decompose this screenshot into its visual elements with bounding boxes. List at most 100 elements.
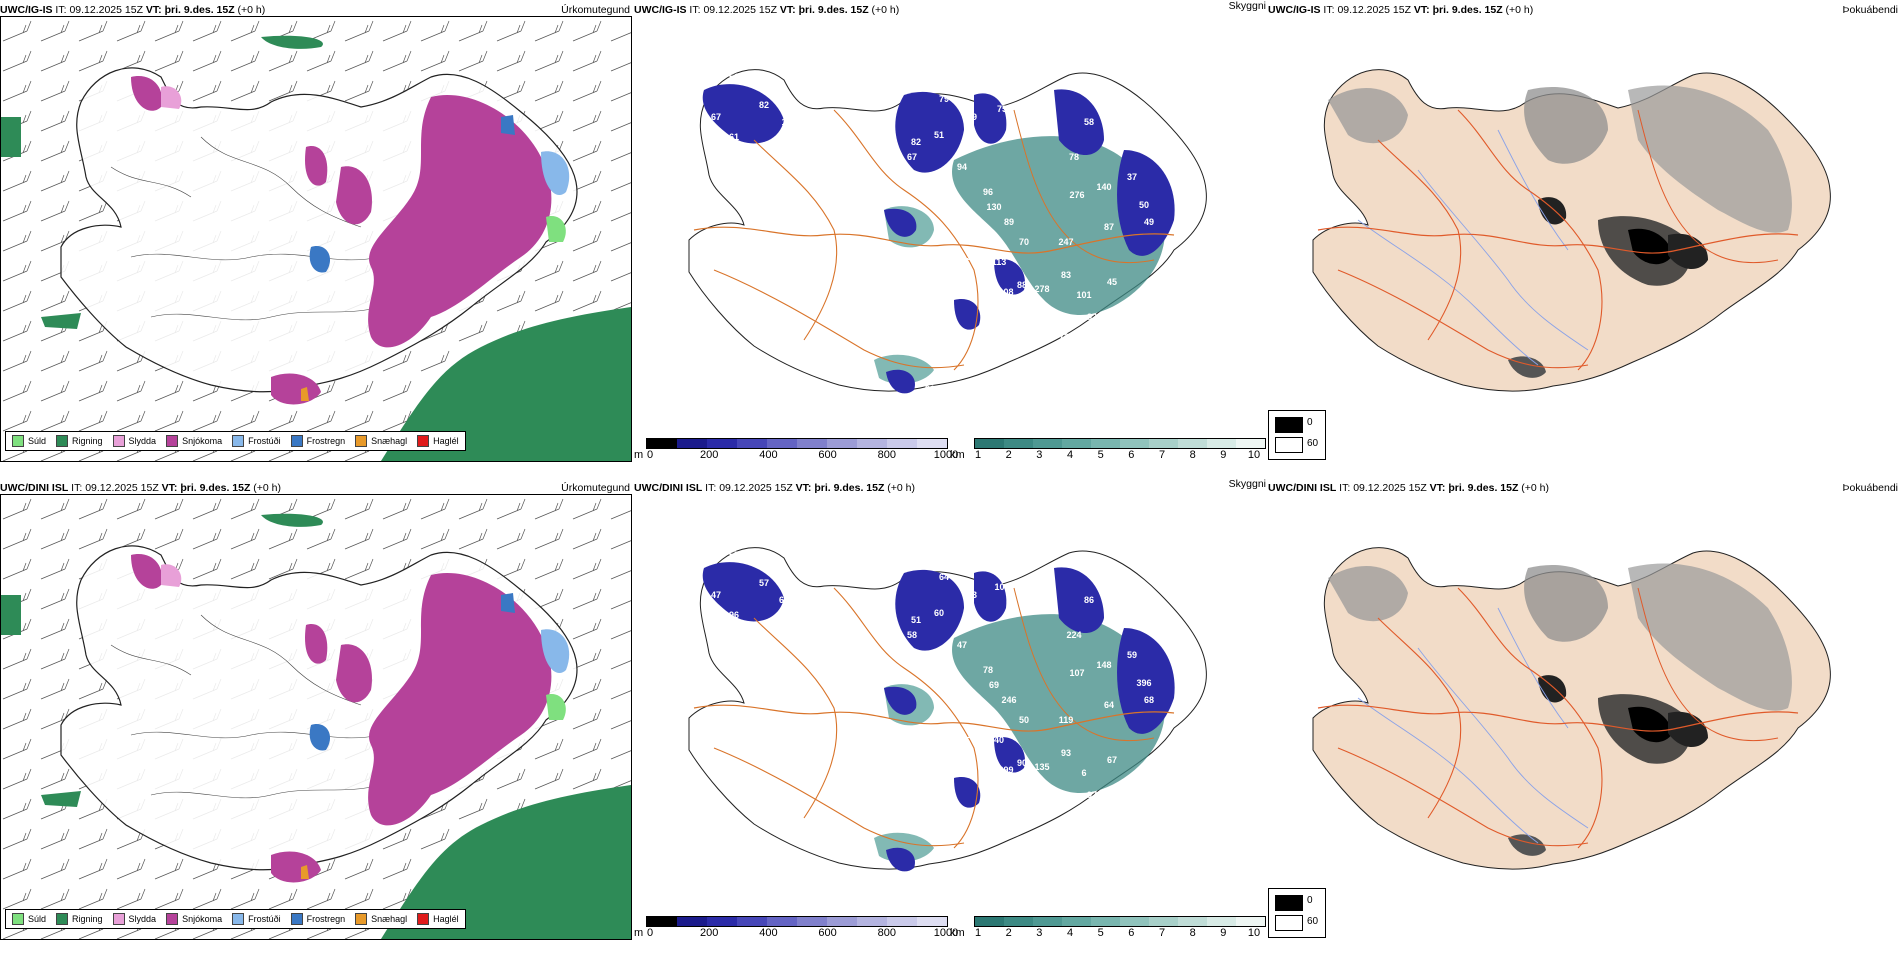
visibility-value-label: 51 — [1099, 312, 1109, 322]
visibility-title: Skyggni — [1228, 0, 1266, 12]
precip-legend-label: Súld — [28, 914, 47, 924]
precip-svg — [1, 495, 631, 939]
visibility-value-label: 38 — [1121, 140, 1131, 150]
visibility-value-label: 64 — [1104, 700, 1114, 710]
visibility-value-label: 90 — [1017, 758, 1027, 768]
precip-legend-label: Snjókoma — [182, 436, 223, 446]
visibility-value-label: 78 — [983, 665, 993, 675]
model-name: UWC/IG-IS — [634, 4, 687, 16]
visibility-value-label: 43 — [935, 412, 945, 422]
precip-legend-label: Slydda — [128, 914, 157, 924]
visibility-value-label: 82 — [1087, 312, 1097, 322]
elevation-color-step — [797, 917, 827, 926]
visibility-value-label: 69 — [989, 680, 999, 690]
elevation-colorbar-swatches — [646, 916, 948, 927]
visibility-value-label: 79 — [939, 94, 949, 104]
precip-legend-item: Frostúði — [232, 913, 281, 925]
visibility-labels: 55 47 57 68 96 64 51 60 73 104 106 86 58 60 47 78 224 98 6… — [711, 550, 1154, 800]
visibility-tick-label: 2 — [1005, 927, 1012, 939]
precip-legend-swatch — [12, 435, 24, 447]
precip-legend-swatch — [232, 435, 245, 447]
visibility-value-label: 67 — [711, 112, 721, 122]
fog-legend-high-swatch — [1275, 895, 1303, 911]
model-name: UWC/IG-IS — [0, 4, 53, 16]
visibility-value-label: 106 — [1036, 582, 1051, 592]
visibility-value-label: 51 — [911, 615, 921, 625]
visibility-value-label: 67 — [1107, 755, 1117, 765]
visibility-value-label: 122 — [1021, 327, 1036, 337]
it-label: IT: — [1339, 482, 1351, 494]
visibility-value-label: 108 — [998, 287, 1013, 297]
visibility-header: UWC/DINI ISL IT: 09.12.2025 15Z VT: þri.… — [634, 478, 1268, 498]
elevation-color-step — [647, 439, 677, 448]
precip-svg — [1, 17, 631, 461]
elevation-color-step — [827, 917, 857, 926]
precip-legend-item: Frostúði — [232, 435, 281, 447]
fog-legend: 0 60 — [1268, 888, 1326, 938]
visibility-colorbar-swatches — [974, 916, 1266, 927]
precip-title: Úrkomutegund — [561, 482, 630, 494]
visibility-value-label: 373 — [966, 252, 981, 262]
visibility-panel: 51 67 82 1 61 79 82 51 49 75 206 58 67 64 94 96 78 38 130 8… — [634, 0, 1268, 470]
model-name: UWC/DINI ISL — [1268, 482, 1337, 494]
precip-legend-swatch — [166, 913, 179, 925]
model-row-dini-isl: Súld Rigning Slydda Snjókoma Frostúði Frostre… — [0, 478, 1900, 953]
precip-legend-label: Súld — [28, 436, 47, 446]
precip-legend-item: Frostregn — [290, 435, 346, 447]
visibility-value-label: 57 — [759, 578, 769, 588]
precip-legend-item: Rigning — [56, 913, 103, 925]
vt-label: VT: — [161, 482, 178, 494]
elevation-tick-label: 600 — [818, 449, 837, 461]
fog-legend-low-swatch — [1275, 437, 1303, 453]
visibility-value-label: 59 — [1127, 650, 1137, 660]
elevation-color-step — [887, 439, 917, 448]
visibility-value-label: 276 — [1069, 190, 1084, 200]
elevation-unit: m — [634, 927, 644, 939]
visibility-map[interactable]: 51 67 82 1 61 79 82 51 49 75 206 58 67 64 94 96 78 38 130 8… — [634, 20, 1268, 438]
precip-type-map[interactable]: Súld Rigning Slydda Snjókoma Frostúði Frostre… — [0, 494, 632, 940]
visibility-color-step — [1091, 439, 1120, 448]
fog-index-panel: UWC/DINI ISL IT: 09.12.2025 15Z VT: þri.… — [1268, 478, 1900, 948]
precip-legend-swatch — [12, 913, 24, 925]
precip-legend-item: Frostregn — [290, 913, 345, 925]
visibility-value-label: 87 — [1104, 222, 1114, 232]
lead-time: (+0 h) — [871, 4, 900, 16]
visibility-color-step — [1207, 917, 1236, 926]
fog-index-map[interactable] — [1268, 498, 1900, 916]
visibility-value-label: 52 — [934, 280, 944, 290]
elevation-color-step — [797, 439, 827, 448]
fog-legend-low-swatch — [1275, 915, 1303, 931]
visibility-value-label: 1 — [781, 117, 786, 127]
precip-legend-swatch — [232, 913, 245, 925]
visibility-value-label: 224 — [1066, 630, 1081, 640]
visibility-value-label: 82 — [911, 137, 921, 147]
visibility-value-label: 47 — [957, 640, 967, 650]
visibility-ticks: 1 2 3 4 5 6 7 8 9 10 — [968, 927, 1266, 941]
lead-time: (+0 h) — [1505, 4, 1534, 16]
visibility-value-label: 37 — [1127, 172, 1137, 182]
precip-type-map[interactable]: Súld Rigning Slydda Snjókoma Frostúði Frostre… — [0, 16, 632, 462]
visibility-value-label: 119 — [1059, 715, 1074, 725]
precip-legend-swatch — [112, 435, 125, 447]
precip-legend-label: Frostregn — [306, 436, 346, 446]
precip-legend-swatch — [166, 435, 179, 447]
elevation-colorbar: 0 200 400 600 800 1000 m — [634, 916, 958, 946]
visibility-value-label: 50 — [1139, 200, 1149, 210]
visibility-value-label: 49 — [967, 112, 977, 122]
visibility-value-label: 60 — [934, 608, 944, 618]
visibility-value-label: 45 — [1107, 277, 1117, 287]
visibility-map[interactable]: 55 47 57 68 96 64 51 60 73 104 106 86 58 60 47 78 224 98 6… — [634, 498, 1268, 916]
visibility-value-label: 206 — [1036, 104, 1051, 114]
elevation-color-step — [707, 917, 737, 926]
elevation-tick-label: 0 — [646, 449, 654, 461]
visibility-value-label: 96 — [983, 187, 993, 197]
elevation-color-step — [827, 439, 857, 448]
visibility-tick-label: 8 — [1189, 449, 1196, 461]
visibility-value-label: 65 — [1039, 352, 1049, 362]
model-name: UWC/DINI ISL — [0, 482, 69, 494]
visibility-value-label: 130 — [986, 202, 1001, 212]
precip-legend: Súld Rigning Slydda Snjókoma Frostúði Frostre… — [5, 431, 466, 451]
visibility-value-label: 246 — [1001, 695, 1016, 705]
fog-index-map[interactable] — [1268, 20, 1900, 438]
